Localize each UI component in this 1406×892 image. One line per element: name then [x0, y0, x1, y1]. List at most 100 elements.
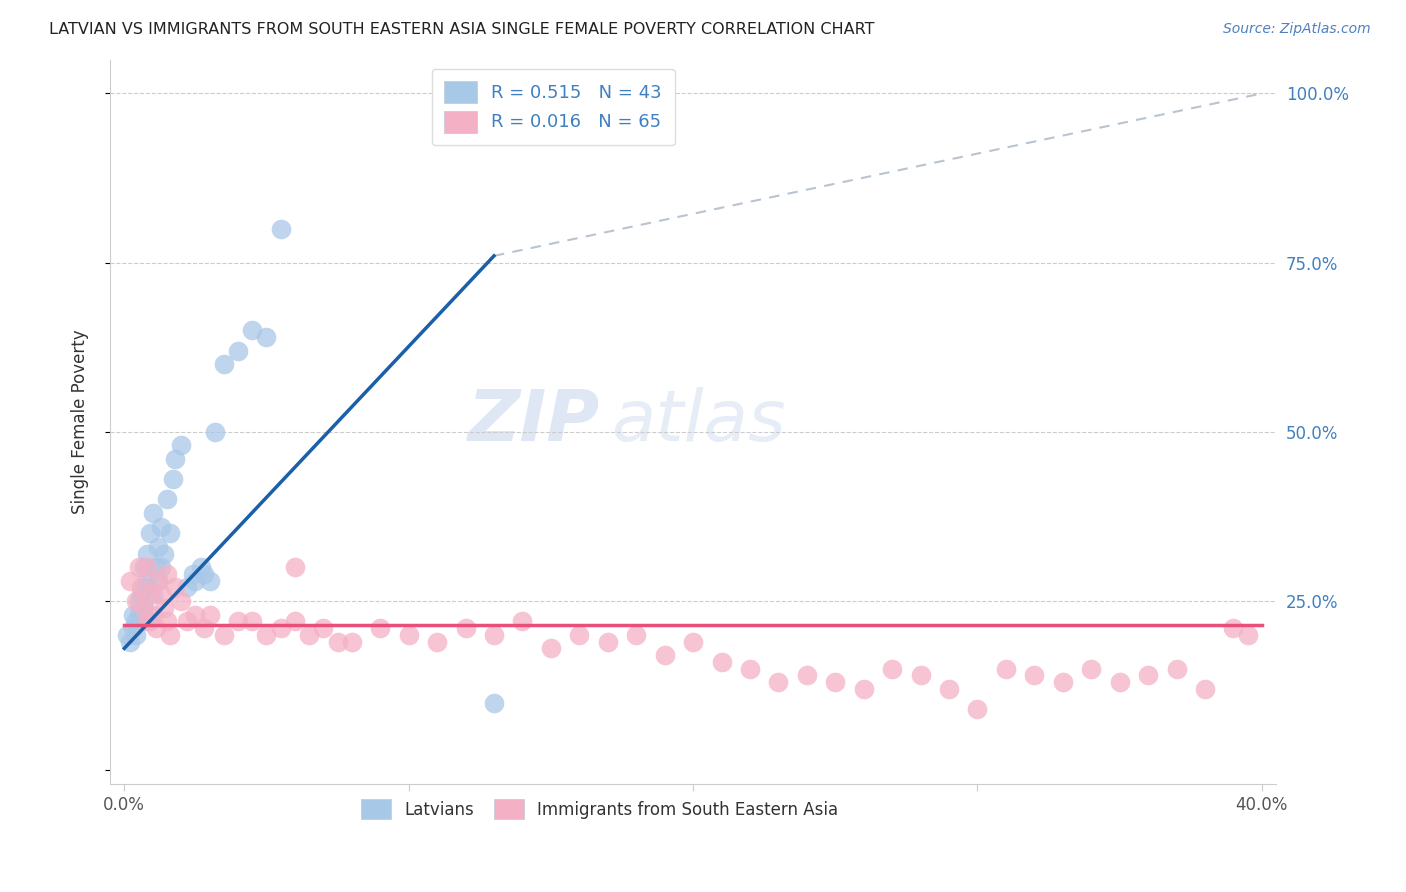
Point [1052, 675, 1074, 690]
Point [512, 615, 534, 629]
Point [145, 560, 167, 574]
Point [124, 594, 146, 608]
Point [159, 628, 181, 642]
Point [142, 587, 165, 601]
Point [994, 662, 1017, 676]
Point [240, 615, 263, 629]
Point [128, 560, 150, 574]
Point [882, 662, 904, 676]
Point [184, 607, 207, 622]
Point [190, 560, 212, 574]
Y-axis label: Single Female Poverty: Single Female Poverty [72, 329, 89, 514]
Point [131, 615, 153, 629]
Point [142, 607, 165, 622]
Point [1166, 662, 1188, 676]
Point [1236, 628, 1258, 642]
Point [136, 547, 159, 561]
Point [212, 628, 235, 642]
Point [454, 621, 477, 635]
Point [148, 574, 170, 588]
Point [162, 472, 184, 486]
Point [153, 600, 176, 615]
Point [312, 621, 335, 635]
Text: Source: ZipAtlas.com: Source: ZipAtlas.com [1223, 22, 1371, 37]
Point [134, 560, 156, 574]
Point [540, 641, 562, 656]
Point [198, 607, 221, 622]
Point [136, 615, 159, 629]
Point [139, 587, 162, 601]
Point [148, 574, 170, 588]
Point [596, 634, 619, 648]
Point [966, 702, 988, 716]
Point [938, 681, 960, 696]
Point [1024, 668, 1046, 682]
Point [624, 628, 647, 642]
Point [139, 526, 162, 541]
Point [176, 581, 198, 595]
Point [142, 506, 165, 520]
Point [212, 357, 235, 371]
Point [240, 323, 263, 337]
Legend: Latvians, Immigrants from South Eastern Asia: Latvians, Immigrants from South Eastern … [354, 792, 845, 826]
Point [340, 634, 363, 648]
Point [482, 696, 505, 710]
Point [1108, 675, 1130, 690]
Point [121, 607, 143, 622]
Point [150, 519, 173, 533]
Point [270, 621, 292, 635]
Point [910, 668, 932, 682]
Point [136, 574, 159, 588]
Point [204, 425, 226, 439]
Point [193, 621, 215, 635]
Point [145, 621, 167, 635]
Point [159, 526, 181, 541]
Point [368, 621, 391, 635]
Point [118, 574, 141, 588]
Point [176, 615, 198, 629]
Point [1137, 668, 1160, 682]
Point [270, 221, 292, 235]
Point [150, 560, 173, 574]
Point [134, 581, 156, 595]
Point [226, 343, 249, 358]
Point [654, 648, 676, 662]
Point [768, 675, 790, 690]
Point [226, 615, 249, 629]
Point [426, 634, 449, 648]
Point [150, 587, 173, 601]
Point [170, 438, 193, 452]
Point [824, 675, 846, 690]
Text: LATVIAN VS IMMIGRANTS FROM SOUTH EASTERN ASIA SINGLE FEMALE POVERTY CORRELATION : LATVIAN VS IMMIGRANTS FROM SOUTH EASTERN… [49, 22, 875, 37]
Point [128, 607, 150, 622]
Point [124, 628, 146, 642]
Point [398, 628, 420, 642]
Point [118, 634, 141, 648]
Point [124, 615, 146, 629]
Point [482, 628, 505, 642]
Point [256, 330, 278, 344]
Text: ZIP: ZIP [468, 387, 600, 456]
Point [284, 560, 307, 574]
Point [1080, 662, 1102, 676]
Point [136, 560, 159, 574]
Point [134, 600, 156, 615]
Point [153, 547, 176, 561]
Point [682, 634, 704, 648]
Point [1222, 621, 1244, 635]
Point [128, 594, 150, 608]
Point [852, 681, 875, 696]
Point [134, 600, 156, 615]
Text: atlas: atlas [612, 387, 786, 456]
Point [148, 540, 170, 554]
Point [710, 655, 733, 669]
Point [156, 492, 179, 507]
Point [165, 451, 187, 466]
Point [193, 566, 215, 581]
Point [568, 628, 591, 642]
Point [131, 587, 153, 601]
Point [156, 615, 179, 629]
Point [131, 581, 153, 595]
Point [121, 621, 143, 635]
Point [198, 574, 221, 588]
